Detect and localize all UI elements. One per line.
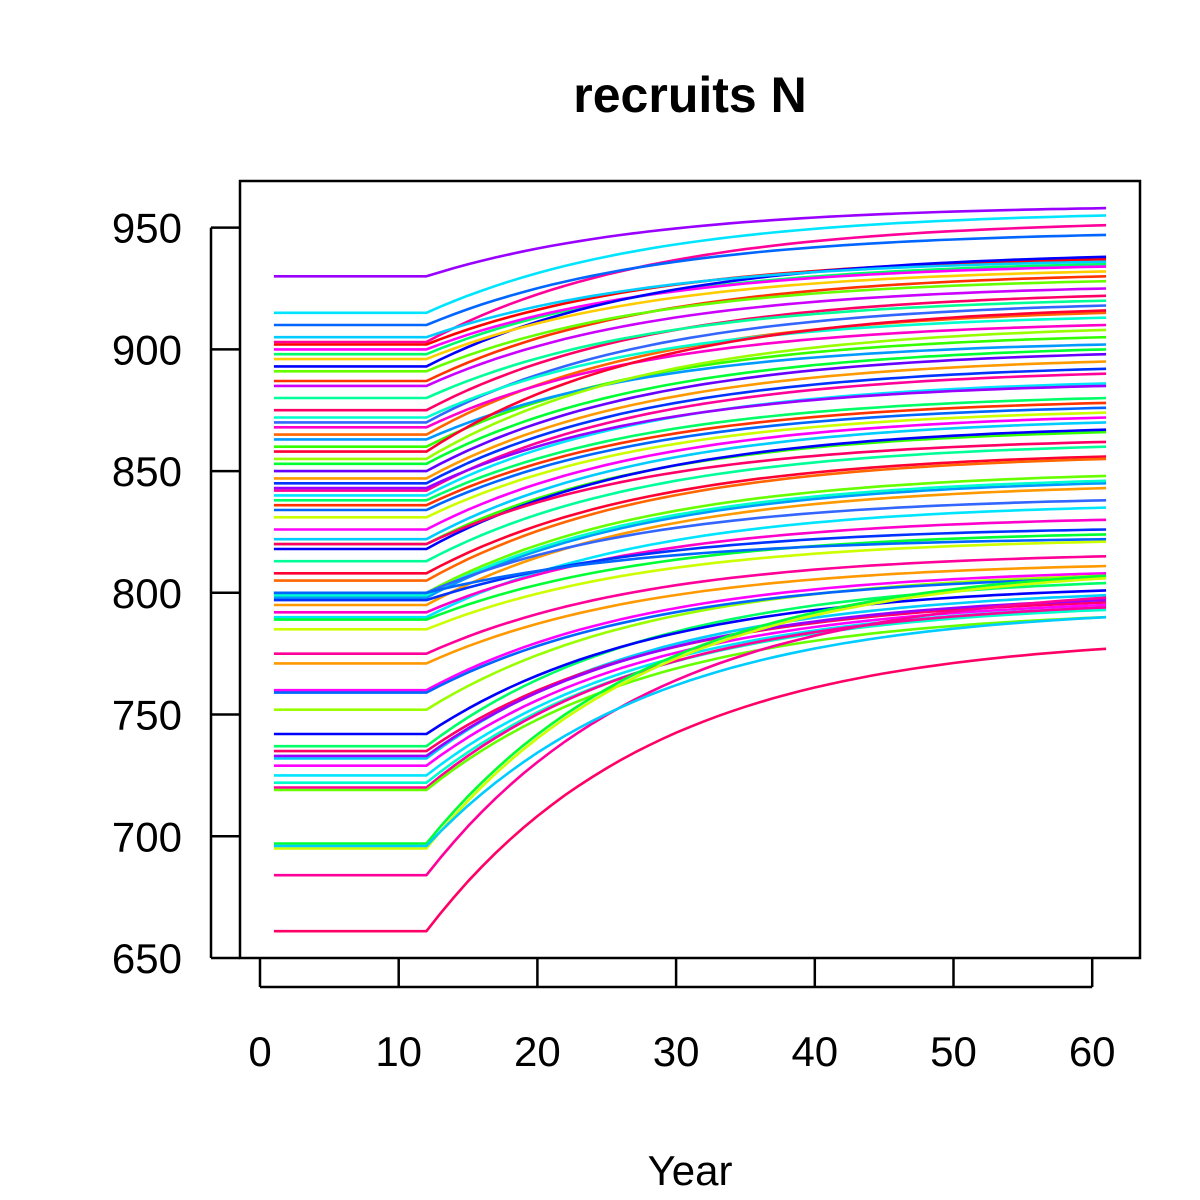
series-line [273, 309, 1107, 453]
series-line [273, 540, 1107, 631]
series-line [273, 606, 1107, 789]
y-tick-label: 900 [112, 326, 182, 373]
series-line [273, 343, 1107, 441]
series-line [273, 416, 1107, 531]
series-line [273, 615, 1107, 848]
y-tick-label: 750 [112, 692, 182, 739]
plot-frame [238, 179, 1142, 960]
series-line [273, 367, 1107, 485]
series-line [273, 270, 1107, 361]
series-line [273, 482, 1107, 600]
series-line [273, 574, 1107, 712]
chart-title: recruits N [573, 67, 806, 123]
series-line [273, 348, 1107, 466]
series-line [273, 260, 1107, 339]
series-line [273, 352, 1107, 473]
series-line [273, 598, 1107, 758]
series-line [273, 223, 1107, 344]
series-line [273, 528, 1107, 602]
series-line [273, 486, 1107, 607]
series-line [273, 518, 1107, 614]
series-line [273, 406, 1107, 512]
series-line [273, 647, 1107, 933]
x-tick-label: 30 [653, 1028, 700, 1075]
series-line [273, 323, 1107, 429]
y-tick-label: 950 [112, 205, 182, 252]
series-line [273, 576, 1107, 694]
y-tick-label: 850 [112, 448, 182, 495]
y-axis: 650 700 750 800 850 900 950 [112, 205, 240, 982]
series-line [273, 279, 1107, 373]
series-line [273, 428, 1107, 551]
series-line [273, 589, 1107, 736]
x-tick-label: 60 [1069, 1028, 1116, 1075]
series-line [273, 533, 1107, 621]
series-line [273, 615, 1107, 792]
y-tick-label: 700 [112, 813, 182, 860]
y-tick-label: 800 [112, 570, 182, 617]
x-tick-label: 10 [375, 1028, 422, 1075]
x-axis-label: Year [648, 1147, 733, 1194]
series-line [273, 564, 1107, 665]
series-line [273, 596, 1107, 877]
series-line [273, 304, 1107, 424]
series-line [273, 287, 1107, 388]
series-line [273, 328, 1107, 461]
x-tick-label: 40 [791, 1028, 838, 1075]
series-line [273, 576, 1107, 850]
series-line [273, 537, 1107, 595]
series-line [273, 555, 1107, 656]
series-line [273, 335, 1107, 449]
series-line [273, 411, 1107, 519]
series-line [273, 479, 1107, 597]
series-line [273, 396, 1107, 502]
series-line [273, 421, 1107, 541]
series-line [273, 457, 1107, 582]
series-line [273, 445, 1107, 563]
x-tick-label: 50 [930, 1028, 977, 1075]
series-line [273, 401, 1107, 507]
y-tick-label: 650 [112, 935, 182, 982]
series-line [273, 255, 1107, 368]
series-line [273, 574, 1107, 845]
series-line [273, 316, 1107, 419]
series-line [273, 360, 1107, 480]
series-layer [273, 206, 1107, 933]
series-line [273, 265, 1107, 351]
series-line [273, 506, 1107, 619]
series-line [273, 384, 1107, 490]
series-line [273, 440, 1107, 546]
series-line [273, 299, 1107, 400]
x-axis: 0 10 20 30 40 50 60 [248, 958, 1116, 1075]
x-tick-label: 0 [248, 1028, 271, 1075]
series-line [273, 258, 1107, 346]
series-line [273, 593, 1107, 760]
series-line [273, 233, 1107, 327]
x-tick-label: 20 [514, 1028, 561, 1075]
series-line [273, 206, 1107, 278]
series-line [273, 572, 1107, 692]
series-line [273, 455, 1107, 575]
series-line [273, 372, 1107, 492]
series-line [273, 214, 1107, 315]
